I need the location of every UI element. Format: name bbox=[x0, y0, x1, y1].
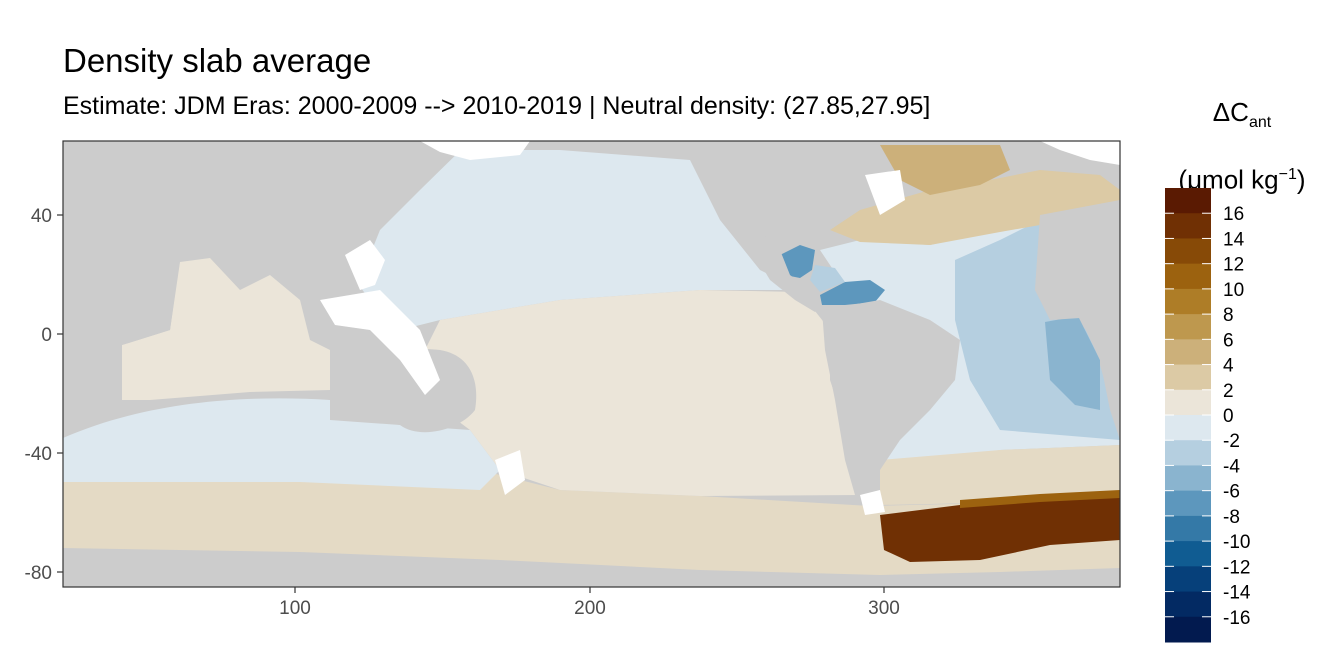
region-north-pacific bbox=[320, 150, 800, 330]
legend-label: -4 bbox=[1223, 456, 1240, 477]
land-central-america bbox=[740, 215, 822, 312]
legend-label: 8 bbox=[1223, 305, 1234, 326]
y-axis: 40 0 -40 -80 bbox=[25, 206, 63, 584]
legend-color-step bbox=[1165, 490, 1211, 517]
legend-label: 4 bbox=[1223, 356, 1234, 377]
legend-color-step bbox=[1165, 591, 1211, 618]
x-tick-label: 100 bbox=[279, 598, 311, 619]
legend-color-step bbox=[1165, 263, 1211, 290]
legend-label: -16 bbox=[1223, 608, 1250, 629]
no-data-drake bbox=[860, 490, 885, 515]
y-tick-label: -40 bbox=[25, 444, 52, 465]
region-gulf-of-guinea bbox=[1045, 316, 1100, 410]
legend-color-step bbox=[1165, 314, 1211, 340]
region-weddell-sea bbox=[880, 495, 1120, 562]
y-tick-label: 40 bbox=[31, 206, 52, 227]
no-data-japan bbox=[345, 240, 385, 290]
legend-color-step bbox=[1165, 515, 1211, 542]
legend-title: ΔCant (μmol kg−1) bbox=[1162, 86, 1322, 206]
no-data-arctic bbox=[420, 141, 530, 160]
legend-color-step bbox=[1165, 188, 1211, 214]
legend-label: -8 bbox=[1223, 507, 1240, 528]
y-tick-label: 0 bbox=[41, 325, 52, 346]
legend-color-step bbox=[1165, 389, 1211, 416]
no-data-indonesia bbox=[320, 290, 440, 395]
no-data-north-america-coast bbox=[865, 170, 905, 215]
legend-color-step bbox=[1165, 616, 1211, 643]
legend-label: -12 bbox=[1223, 557, 1250, 578]
legend-label: 14 bbox=[1223, 229, 1245, 250]
legend-label: 2 bbox=[1223, 381, 1234, 402]
legend-color-step bbox=[1165, 415, 1211, 441]
legend-color-step bbox=[1165, 339, 1211, 366]
region-south-atlantic-band bbox=[880, 445, 1120, 505]
legend-color-step bbox=[1165, 465, 1211, 492]
legend-color-step bbox=[1165, 440, 1211, 466]
map-panel-border bbox=[62, 140, 1121, 588]
land-africa-east bbox=[1035, 200, 1120, 440]
land-africa-west bbox=[63, 141, 330, 350]
x-tick-label: 200 bbox=[574, 598, 606, 619]
no-data-patches bbox=[320, 141, 1120, 515]
legend-color-step bbox=[1165, 288, 1211, 315]
legend-color-step bbox=[1165, 213, 1211, 239]
legend-label: -14 bbox=[1223, 583, 1251, 604]
legend-label: 10 bbox=[1223, 280, 1244, 301]
x-axis: 100 200 300 bbox=[279, 587, 900, 619]
land-antarctica bbox=[63, 548, 1120, 587]
ocean-field bbox=[63, 141, 1120, 587]
legend-label: 0 bbox=[1223, 406, 1234, 427]
land-north-america bbox=[690, 141, 880, 245]
land-australia bbox=[340, 349, 477, 433]
legend-color-step bbox=[1165, 364, 1211, 391]
chart-subtitle: Estimate: JDM Eras: 2000-2009 --> 2010-2… bbox=[63, 92, 931, 120]
legend-title-unit-close: ) bbox=[1296, 164, 1306, 195]
region-caribbean bbox=[820, 280, 885, 305]
legend-label: 6 bbox=[1223, 330, 1234, 351]
legend-color-step bbox=[1165, 566, 1211, 593]
legend-label: -6 bbox=[1223, 482, 1240, 503]
land-south-america bbox=[822, 300, 960, 500]
region-weddell-edge bbox=[960, 490, 1120, 508]
legend-color-step bbox=[1165, 541, 1211, 567]
legend-colorbar bbox=[1165, 188, 1211, 643]
land-masses bbox=[63, 141, 1120, 587]
region-south-indian bbox=[63, 398, 500, 490]
no-data-new-zealand bbox=[495, 450, 525, 495]
legend-title-subscript: ant bbox=[1248, 114, 1272, 132]
chart-title: Density slab average bbox=[63, 42, 372, 79]
legend-label: 12 bbox=[1223, 255, 1244, 276]
region-nordic-seas bbox=[880, 145, 1010, 195]
x-tick-label: 300 bbox=[868, 598, 900, 619]
land-asia bbox=[300, 141, 470, 340]
legend-title-superscript: −1 bbox=[1278, 166, 1297, 184]
legend-labels: 16 14 12 10 8 6 4 2 0 -2 -4 -6 -8 -10 -12 -14 -16 bbox=[1223, 204, 1251, 629]
no-data-arctic-east bbox=[1040, 141, 1120, 165]
y-tick-label: -80 bbox=[25, 563, 52, 584]
region-indian-ocean bbox=[122, 258, 330, 400]
legend-label: -10 bbox=[1223, 532, 1250, 553]
region-gulf-of-mexico bbox=[780, 245, 815, 278]
legend-title-symbol: ΔC bbox=[1212, 97, 1249, 127]
legend-label: -2 bbox=[1223, 431, 1240, 452]
legend-label: 16 bbox=[1223, 204, 1244, 225]
region-caribbean-light bbox=[810, 265, 845, 292]
legend-color-step bbox=[1165, 238, 1211, 265]
region-tropical-pacific bbox=[420, 290, 860, 496]
